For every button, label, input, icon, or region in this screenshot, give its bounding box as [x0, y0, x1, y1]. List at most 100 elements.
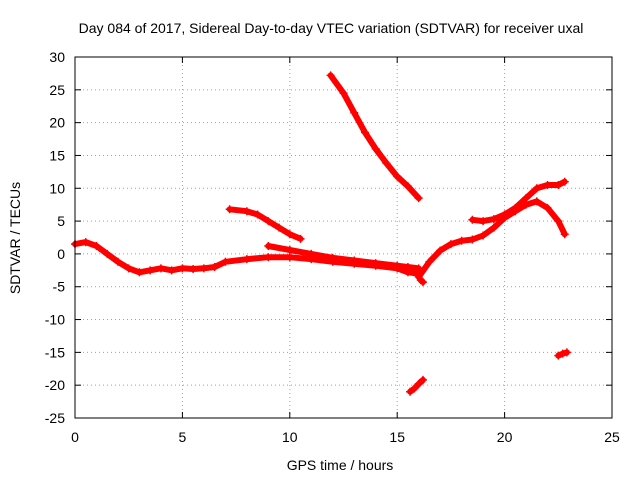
data-point — [418, 278, 427, 287]
data-point — [489, 215, 498, 224]
data-point — [264, 253, 273, 262]
data-point — [532, 184, 541, 193]
x-tick-label: 10 — [282, 429, 298, 445]
y-tick-label: -25 — [45, 410, 65, 426]
data-point — [264, 217, 273, 226]
x-tick-label: 25 — [604, 429, 620, 445]
x-tick-label: 15 — [389, 429, 405, 445]
data-point — [532, 197, 541, 206]
chart-title: Day 084 of 2017, Sidereal Day-to-day VTE… — [79, 20, 584, 36]
x-tick-label: 20 — [497, 429, 513, 445]
data-point — [554, 217, 563, 226]
data-point — [560, 230, 569, 239]
data-point — [479, 231, 488, 240]
y-tick-label: -5 — [53, 279, 66, 295]
data-point — [410, 384, 419, 393]
data-point — [393, 261, 402, 270]
data-point — [339, 89, 348, 98]
data-point — [189, 265, 198, 274]
data-point — [264, 242, 273, 251]
data-point — [156, 264, 165, 273]
data-point — [479, 217, 488, 226]
tick-labels: 0 5 10 15 20 25 30 25 20 15 10 5 0 -5 -10 -15 -20 -25 — [45, 49, 620, 445]
axis-ticks — [74, 56, 613, 419]
data-point — [418, 375, 427, 384]
y-tick-label: 5 — [57, 213, 65, 229]
data-point — [296, 234, 305, 243]
data-point — [406, 387, 415, 396]
data-point — [242, 255, 251, 264]
x-tick-label: 0 — [71, 429, 79, 445]
y-tick-label: 20 — [49, 115, 65, 131]
data-point — [167, 266, 176, 275]
data-point — [393, 172, 402, 181]
data-point — [350, 108, 359, 117]
data-point — [446, 240, 455, 249]
data-point — [326, 71, 335, 80]
data-point — [221, 257, 230, 266]
y-tick-label: 25 — [49, 82, 65, 98]
y-tick-label: -15 — [45, 344, 65, 360]
data-point — [371, 144, 380, 153]
data-point — [92, 242, 101, 251]
data-point — [403, 263, 412, 272]
series-trace — [407, 376, 426, 395]
data-point — [113, 257, 122, 266]
series-arc-1 — [71, 238, 423, 278]
data-point — [210, 263, 219, 272]
data-point — [135, 268, 144, 277]
data-point — [225, 205, 234, 214]
data-point — [554, 180, 563, 189]
x-tick-label: 5 — [179, 429, 187, 445]
data-point — [511, 203, 520, 212]
data-point — [285, 230, 294, 239]
data-point — [414, 194, 423, 203]
series-arc-4 — [326, 71, 423, 203]
series-trace — [415, 198, 568, 280]
data-point — [285, 253, 294, 262]
data-point — [543, 203, 552, 212]
series-arc-6 — [468, 177, 569, 226]
data-point — [562, 348, 571, 357]
data-point — [560, 177, 569, 186]
data-point — [103, 249, 112, 258]
data-point — [253, 210, 262, 219]
series-trace — [469, 178, 568, 225]
data-point — [242, 207, 251, 216]
series-arc-3 — [225, 205, 305, 243]
data-point — [360, 128, 369, 137]
series-arc-5 — [414, 197, 569, 281]
data-point — [468, 235, 477, 244]
series-arc-8 — [554, 348, 571, 360]
data-point — [146, 266, 155, 275]
y-axis-label: SDTVAR / TECUs — [7, 182, 23, 294]
data-point — [124, 264, 133, 273]
series-arc-2 — [264, 242, 423, 273]
data-point — [178, 264, 187, 273]
data-point — [543, 180, 552, 189]
data-point — [371, 259, 380, 268]
data-point — [328, 253, 337, 262]
data-point — [500, 210, 509, 219]
data-point — [307, 249, 316, 258]
grid-lines — [75, 57, 612, 418]
y-tick-label: 30 — [49, 49, 65, 65]
data-point — [285, 245, 294, 254]
data-point — [275, 223, 284, 232]
data-point — [199, 264, 208, 273]
data-point — [350, 256, 359, 265]
y-tick-label: 10 — [49, 180, 65, 196]
plot-frame — [74, 56, 613, 419]
data-point — [457, 236, 466, 245]
y-tick-label: -10 — [45, 312, 65, 328]
x-axis-label: GPS time / hours — [287, 457, 394, 473]
data-point — [489, 223, 498, 232]
data-point — [554, 351, 563, 360]
series-layer — [71, 71, 571, 396]
data-point — [468, 215, 477, 224]
y-tick-label: -20 — [45, 377, 65, 393]
data-point — [436, 246, 445, 255]
y-tick-label: 0 — [57, 246, 65, 262]
data-point — [403, 182, 412, 191]
